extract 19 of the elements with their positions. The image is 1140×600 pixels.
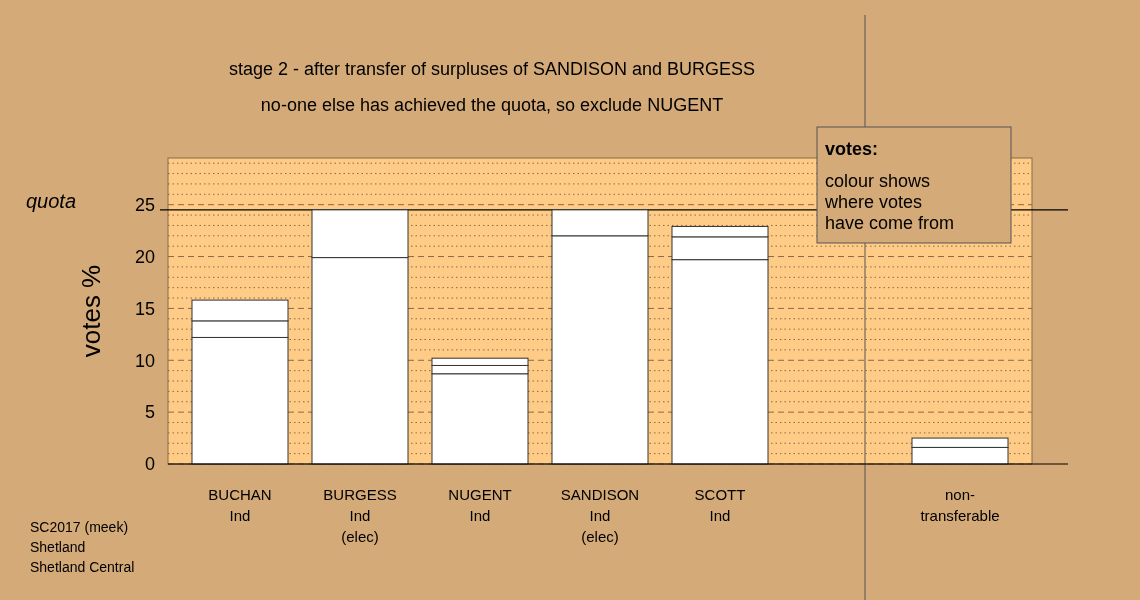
y-tick-label: 25 — [134, 194, 155, 215]
y-tick-label: 5 — [144, 402, 155, 423]
x-tick-label: non- transferable — [920, 486, 1000, 524]
annotation: colour shows where votes have come from — [824, 171, 955, 233]
ref-line-label: quota — [26, 189, 77, 212]
chart-subtitle: no-one else has achieved the quota, so exclude NUGENT — [260, 95, 724, 115]
chart-title: stage 2 - after transfer of surpluses of SANDISON and BURGESS — [228, 59, 756, 79]
annotation: votes: — [825, 139, 879, 159]
x-tick-label: SCOTT Ind — [694, 486, 746, 524]
y-tick-label: 20 — [134, 246, 155, 267]
y-axis-title: votes % — [76, 264, 106, 358]
y-tick-label: 10 — [134, 350, 155, 371]
y-tick-label: 0 — [144, 454, 155, 475]
x-tick-label: NUGENT Ind — [448, 486, 512, 524]
x-tick-label: SANDISON Ind (elec) — [560, 486, 640, 545]
x-tick-label: BURGESS Ind (elec) — [323, 486, 397, 545]
text: SC2017 (meek) Shetland Shetland Central — [30, 519, 135, 575]
y-tick-label: 15 — [134, 298, 155, 319]
x-tick-label: BUCHAN Ind — [208, 486, 272, 524]
